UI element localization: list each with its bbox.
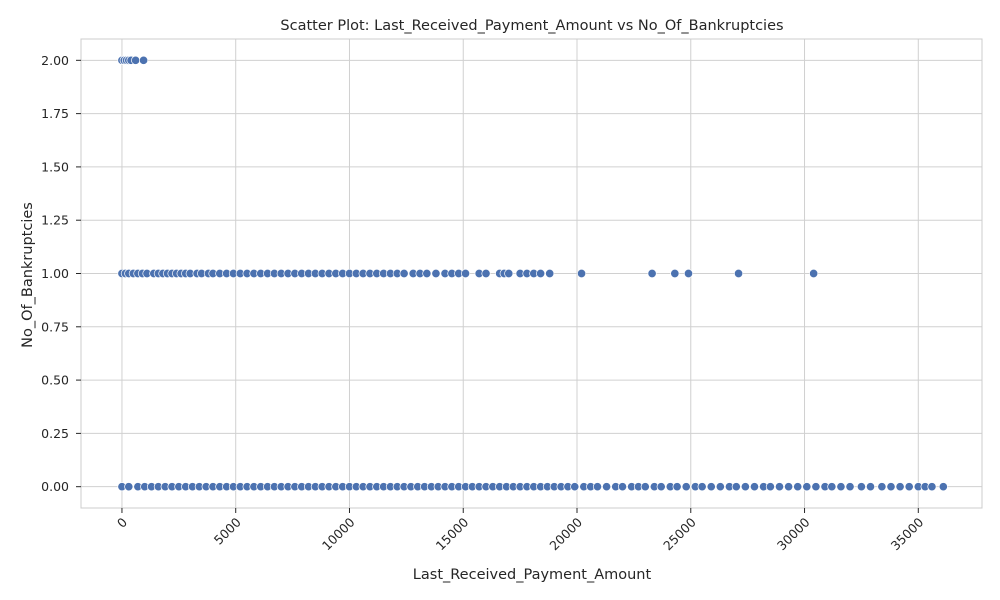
data-point <box>740 482 750 492</box>
y-tick-label: 0.00 <box>41 479 69 494</box>
data-point <box>784 482 794 492</box>
y-axis: 0.00 0.25 0.50 0.75 1.00 1.25 1.50 1.75 2.00 <box>41 53 81 494</box>
data-point <box>577 268 587 279</box>
data-point <box>683 268 694 279</box>
x-tick-label: 15000 <box>433 514 472 553</box>
y-tick-label: 1.25 <box>41 213 69 228</box>
y-tick-label: 1.50 <box>41 159 69 174</box>
data-point <box>545 268 555 279</box>
data-point <box>774 482 785 492</box>
data-point <box>706 482 716 492</box>
y-tick-label: 1.75 <box>41 106 69 121</box>
data-point <box>904 482 914 492</box>
data-point <box>399 268 409 279</box>
data-point <box>865 482 876 492</box>
y-axis-label: No_Of_Bankruptcies <box>20 202 36 348</box>
y-tick-label: 0.50 <box>41 373 69 388</box>
data-point <box>836 482 846 492</box>
data-point <box>672 482 682 492</box>
data-point <box>536 268 546 279</box>
y-tick-label: 0.25 <box>41 426 69 441</box>
x-tick-label: 20000 <box>546 514 585 553</box>
x-tick-label: 0 <box>114 514 130 530</box>
data-point <box>422 268 432 279</box>
data-point <box>715 482 725 492</box>
data-point <box>670 268 680 279</box>
data-point <box>765 482 775 492</box>
data-point <box>131 55 141 65</box>
x-tick-label: 5000 <box>211 514 244 547</box>
data-point <box>481 268 491 279</box>
data-point <box>602 482 612 492</box>
data-point <box>811 482 821 492</box>
x-axis: 0 5000 10000 15000 20000 25000 30000 35000 <box>114 508 927 553</box>
data-point <box>856 482 866 492</box>
y-tick-label: 0.75 <box>41 319 69 334</box>
data-point <box>845 482 855 492</box>
data-point <box>431 268 441 279</box>
x-tick-label: 30000 <box>774 514 813 553</box>
data-point <box>895 482 905 492</box>
data-point <box>827 482 837 492</box>
data-point <box>877 482 887 492</box>
data-point <box>927 482 937 492</box>
data-point <box>504 268 514 279</box>
data-point <box>697 482 707 492</box>
x-axis-label: Last_Received_Payment_Amount <box>413 567 652 583</box>
x-tick-label: 10000 <box>319 514 358 553</box>
data-point <box>617 482 628 492</box>
data-point <box>886 482 896 492</box>
x-tick-label: 25000 <box>660 514 699 553</box>
data-point <box>592 482 603 492</box>
data-point <box>733 268 744 279</box>
y-tick-label: 2.00 <box>41 53 69 68</box>
data-point <box>139 55 149 65</box>
data-point <box>640 482 650 492</box>
data-point <box>647 268 657 279</box>
data-point <box>570 482 580 492</box>
data-point <box>809 268 819 279</box>
data-point <box>938 482 948 492</box>
data-point <box>124 482 134 492</box>
data-point <box>460 268 471 279</box>
data-point <box>681 482 691 492</box>
data-points <box>117 55 948 492</box>
data-point <box>656 482 666 492</box>
x-tick-label: 35000 <box>888 514 927 553</box>
data-point <box>749 482 760 492</box>
data-point <box>731 482 741 492</box>
data-point <box>793 482 803 492</box>
y-tick-label: 1.00 <box>41 266 69 281</box>
data-point <box>802 482 812 492</box>
chart-title: Scatter Plot: Last_Received_Payment_Amou… <box>280 18 783 34</box>
